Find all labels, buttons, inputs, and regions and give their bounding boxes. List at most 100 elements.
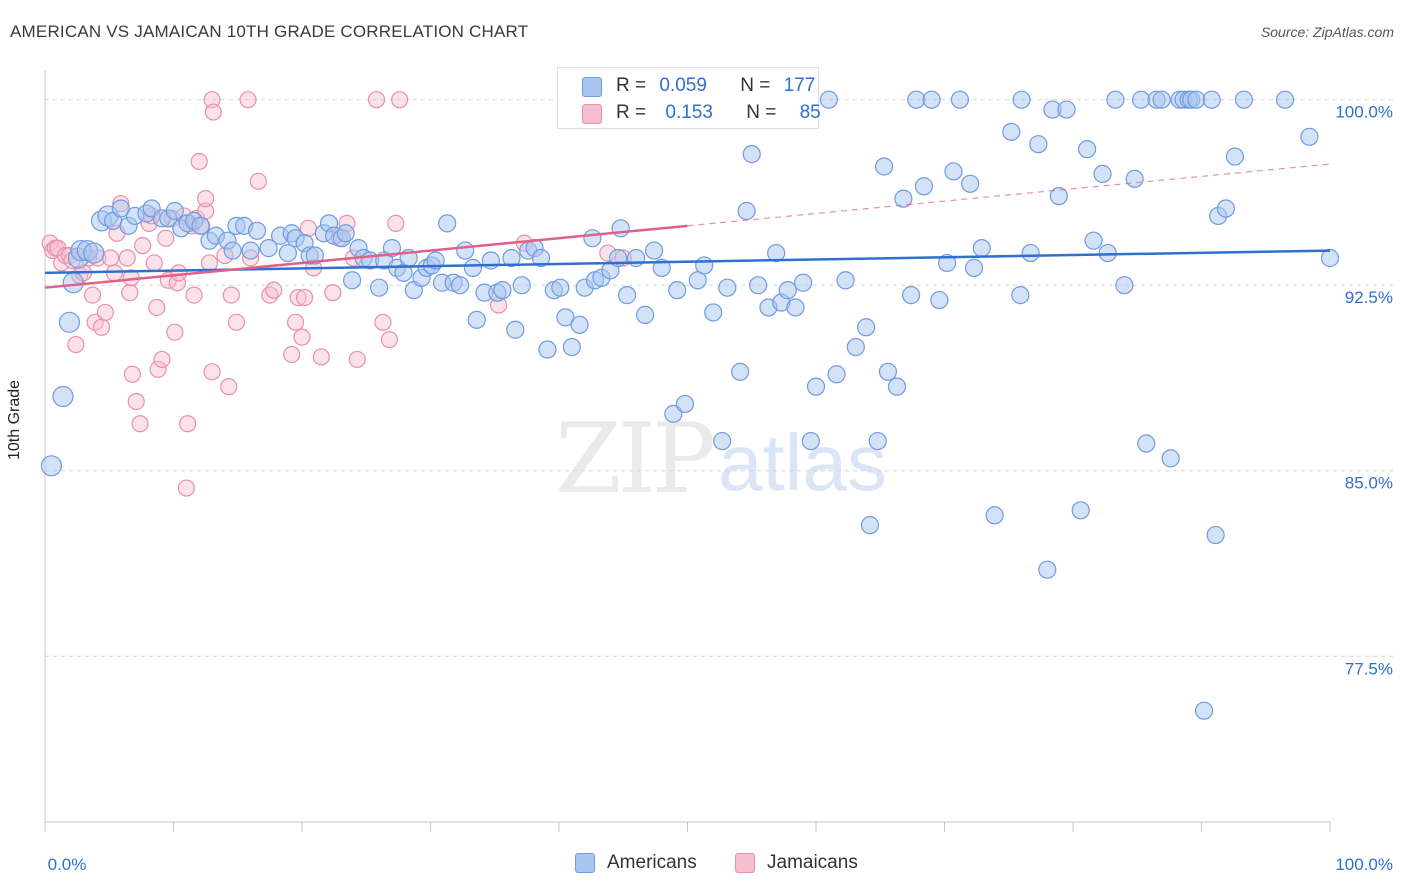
americans-point [1202, 90, 1221, 109]
americans-point [463, 258, 483, 277]
y-tick-label: 100.0% [1335, 103, 1393, 122]
americans-swatch [582, 77, 602, 97]
americans-point [713, 431, 732, 451]
jamaicans-point [145, 254, 163, 272]
americans-point [1225, 147, 1245, 166]
americans-point [749, 276, 768, 295]
jamaicans-point [153, 350, 171, 369]
jamaicans-point [380, 331, 398, 349]
americans-point [247, 221, 267, 240]
americans-point [806, 377, 826, 396]
americans-point [914, 177, 934, 196]
americans-point [786, 298, 805, 317]
jamaicans-point [312, 348, 330, 366]
jamaicans-point [197, 190, 215, 208]
americans-point [1021, 243, 1040, 263]
americans-point [611, 219, 630, 238]
americans-point [668, 281, 687, 300]
americans-point [950, 90, 970, 109]
jamaicans-point [179, 415, 197, 433]
americans-point [878, 362, 898, 381]
americans-point [860, 516, 880, 535]
watermark-zip: ZIP [555, 403, 714, 515]
jamaicans-point [92, 318, 111, 336]
americans-point [493, 281, 512, 300]
americans-point [922, 90, 941, 109]
americans-point [846, 337, 865, 357]
jamaicans-swatch [582, 104, 602, 124]
americans-point [836, 271, 855, 290]
americans-point [111, 199, 130, 218]
americans-point [827, 365, 846, 384]
americans-point [961, 174, 980, 193]
americans-n-label: N = [740, 75, 771, 96]
americans-legend-label: Americans [607, 852, 697, 873]
americans-point [52, 385, 74, 408]
jamaicans-trend-line [44, 224, 688, 289]
jamaicans-point [220, 378, 238, 396]
jamaicans-point [265, 281, 283, 299]
americans-point [819, 90, 838, 109]
jamaicans-point [295, 288, 314, 307]
americans-point [868, 431, 887, 451]
jamaicans-point [324, 284, 342, 302]
americans-point [426, 251, 445, 270]
jamaicans-point [170, 264, 188, 282]
jamaicans-point [149, 360, 167, 378]
jamaicans-point [127, 392, 145, 411]
jamaicans-r-label: R = [616, 102, 647, 123]
jamaicans-point [121, 284, 139, 302]
americans-point [652, 258, 671, 277]
jamaicans-legend-swatch [735, 853, 755, 873]
americans-point [1106, 90, 1125, 109]
jamaicans-trend-extension [687, 163, 1331, 227]
americans-point [259, 239, 278, 258]
americans-point [1071, 501, 1090, 520]
americans-point [1098, 243, 1117, 263]
jamaicans-point [367, 91, 386, 109]
americans-point [562, 337, 581, 357]
americans-point [1029, 135, 1048, 154]
americans-point [1187, 90, 1206, 109]
stats-legend: R = 0.059 N = 177 R = 0.153 N = 85 [557, 67, 821, 129]
jamaicans-point [123, 365, 141, 383]
jamaicans-point [293, 328, 311, 346]
jamaicans-point [134, 237, 152, 255]
americans-point [456, 241, 475, 260]
americans-point [438, 214, 457, 233]
americans-point [538, 340, 557, 359]
jamaicans-point [203, 363, 221, 381]
jamaicans-point [200, 254, 219, 272]
jamaicans-point [289, 288, 307, 307]
americans-point [907, 90, 926, 109]
jamaicans-point [283, 345, 301, 364]
americans-point [502, 248, 521, 268]
americans-point [731, 362, 750, 381]
chart-title: AMERICAN VS JAMAICAN 10TH GRADE CORRELAT… [10, 22, 529, 41]
jamaicans-point [204, 103, 222, 121]
y-axis-label: 10th Grade [6, 379, 23, 460]
y-tick-label: 92.5% [1345, 288, 1393, 307]
americans-point [1137, 434, 1156, 453]
jamaicans-point [249, 172, 267, 190]
americans-point [1002, 122, 1021, 141]
jamaicans-point [166, 323, 184, 341]
americans-point [664, 404, 683, 423]
americans-point [618, 286, 637, 305]
americans-point [551, 278, 570, 297]
jamaicans-point [227, 313, 246, 331]
jamaicans-point [387, 214, 405, 232]
americans-point [964, 258, 984, 277]
jamaicans-point [101, 249, 120, 267]
americans-n-value: 177 [783, 75, 816, 96]
americans-point [1049, 187, 1068, 206]
americans-point [675, 394, 695, 414]
jamaicans-point [348, 350, 366, 369]
americans-point [467, 310, 486, 329]
americans-point [370, 278, 389, 297]
x-tick-label: 100.0% [1335, 855, 1393, 874]
y-tick-label: 85.0% [1345, 474, 1393, 493]
americans-point [191, 216, 210, 235]
americans-point [305, 246, 324, 265]
americans-point [1132, 90, 1151, 109]
